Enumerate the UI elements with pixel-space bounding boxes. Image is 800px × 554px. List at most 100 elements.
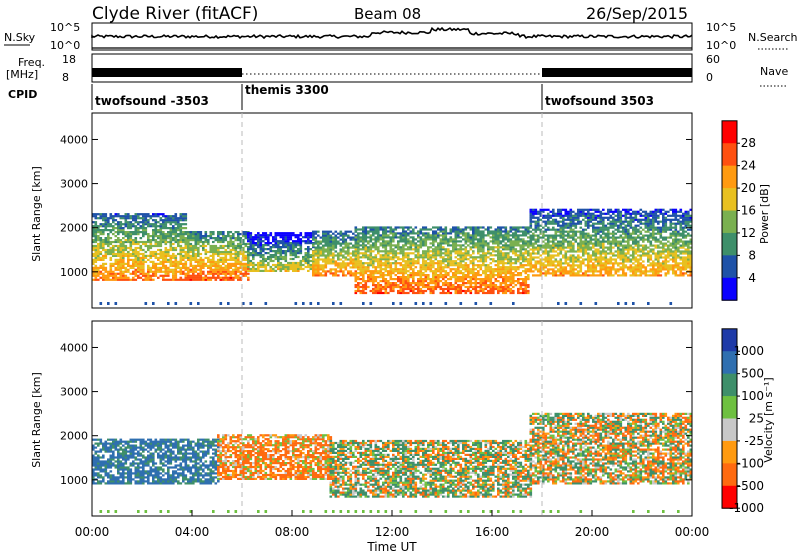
power-cell xyxy=(154,235,158,238)
power-cell xyxy=(482,244,485,247)
power-cell xyxy=(527,250,530,253)
power-cell xyxy=(134,256,138,259)
power-cell xyxy=(227,242,230,246)
power-cell xyxy=(442,228,445,231)
power-cell xyxy=(262,246,265,249)
power-cell xyxy=(212,272,215,275)
power-cell xyxy=(234,256,238,259)
power-cell xyxy=(582,254,585,257)
power-cell xyxy=(567,218,570,221)
power-cell xyxy=(169,254,173,257)
power-cell xyxy=(324,242,328,245)
power-cell xyxy=(599,222,603,225)
power-cell xyxy=(332,248,335,251)
power-cell xyxy=(599,266,603,269)
power-cell xyxy=(352,266,355,269)
power-cell xyxy=(497,287,500,291)
power-cell xyxy=(407,266,410,269)
power-cell xyxy=(154,250,158,254)
power-cell xyxy=(244,272,248,275)
power-cell xyxy=(584,228,588,231)
power-cell xyxy=(599,254,603,257)
power-cell xyxy=(389,270,393,273)
power-cell xyxy=(529,270,533,273)
power-cell xyxy=(564,226,568,229)
power-cell xyxy=(392,236,395,239)
power-cell xyxy=(424,264,428,267)
power-cell xyxy=(117,260,120,263)
power-cell xyxy=(299,246,303,249)
power-cell xyxy=(247,250,250,253)
freq-tick-bottom: 8 xyxy=(62,71,69,84)
power-cell xyxy=(542,244,545,247)
power-cell xyxy=(529,254,533,257)
power-cell xyxy=(537,220,540,223)
power-cell xyxy=(434,254,438,257)
power-cell xyxy=(142,258,145,261)
power-cell xyxy=(572,238,575,241)
power-cell xyxy=(517,236,520,239)
power-cell xyxy=(374,254,378,257)
power-cell xyxy=(394,226,398,229)
power-cell xyxy=(289,254,293,257)
power-cell xyxy=(119,217,123,220)
power-cell xyxy=(417,270,420,273)
power-cell xyxy=(404,268,408,271)
power-cell xyxy=(184,215,188,218)
power-cell xyxy=(472,276,475,279)
power-cell xyxy=(459,232,463,235)
power-cell xyxy=(137,242,140,246)
power-cell xyxy=(204,233,208,236)
power-cell xyxy=(94,223,98,226)
power-cell xyxy=(539,232,543,235)
power-cell xyxy=(514,230,518,233)
power-cell xyxy=(399,240,403,243)
power-cell xyxy=(452,242,455,245)
power-cell xyxy=(159,229,163,232)
power-cell xyxy=(147,246,150,250)
power-cell xyxy=(227,264,230,267)
power-cell xyxy=(289,252,293,255)
power-cell xyxy=(344,256,348,259)
power-cell xyxy=(374,285,378,289)
power-cell xyxy=(287,240,290,243)
power-cell xyxy=(557,246,560,249)
power-cell xyxy=(629,266,633,269)
nsky-series xyxy=(91,26,693,40)
power-cell xyxy=(192,248,195,252)
power-cell xyxy=(472,234,475,237)
power-cell xyxy=(142,223,145,226)
power-cell xyxy=(579,240,583,243)
power-cell xyxy=(424,254,428,257)
power-cell xyxy=(392,252,395,255)
power-cell xyxy=(254,236,258,239)
power-cell xyxy=(149,268,153,271)
power-cell xyxy=(339,250,343,253)
power-cell xyxy=(429,256,433,259)
power-cell xyxy=(279,236,283,239)
power-cell xyxy=(599,262,603,265)
power-cell xyxy=(489,230,493,233)
power-cell xyxy=(102,242,105,246)
power-cell xyxy=(509,274,513,277)
power-cell xyxy=(142,213,145,216)
power-cell xyxy=(274,238,278,241)
power-cell xyxy=(467,287,470,291)
power-cell xyxy=(444,248,448,251)
power-cell xyxy=(447,242,450,245)
power-cell xyxy=(449,252,453,255)
power-cell xyxy=(484,228,488,231)
power-cell xyxy=(154,231,158,234)
power-cell xyxy=(292,265,295,269)
power-cell xyxy=(434,248,438,251)
power-cell xyxy=(427,256,430,259)
power-cell xyxy=(199,256,203,259)
power-cell xyxy=(102,258,105,261)
power-cell xyxy=(474,289,478,293)
power-cell xyxy=(622,254,625,257)
power-cell xyxy=(252,242,255,245)
power-cell xyxy=(504,276,508,279)
power-cell xyxy=(544,234,548,237)
power-cell xyxy=(627,210,630,213)
power-cell xyxy=(434,280,438,283)
